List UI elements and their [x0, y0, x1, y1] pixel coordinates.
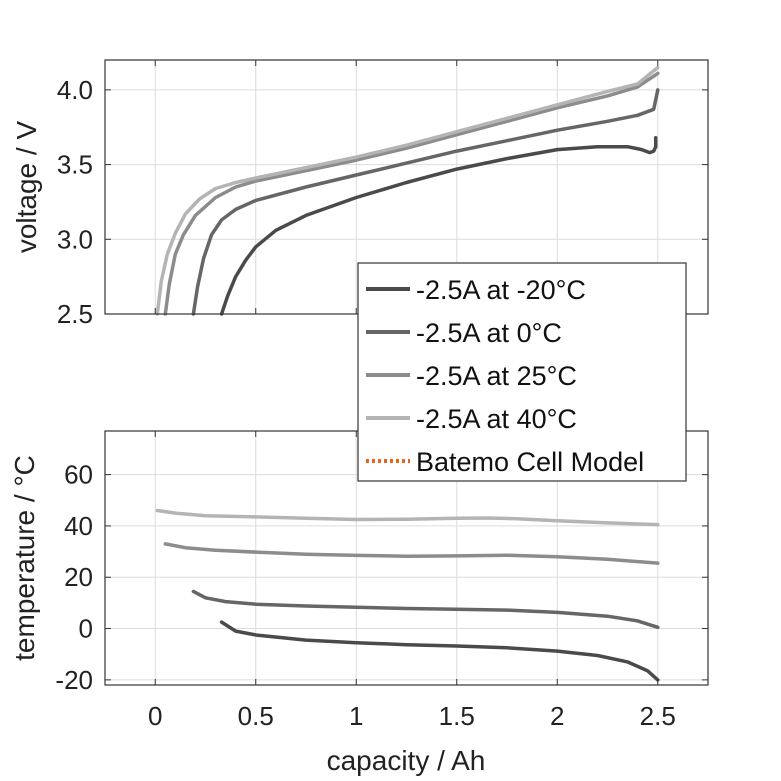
x-axis-label: capacity / Ah — [327, 745, 486, 776]
y-tick-label: 0 — [79, 614, 93, 644]
series-line — [219, 620, 660, 682]
legend-label: -2.5A at 25°C — [416, 361, 577, 391]
series-line — [163, 71, 660, 316]
y-tick-label: 3.5 — [57, 150, 93, 180]
series-line — [155, 65, 660, 316]
series-line — [191, 589, 660, 630]
voltage-lines — [155, 65, 660, 316]
y-tick-label: -20 — [55, 665, 93, 695]
temperature-y-ticks: -20 0 20 40 60 — [55, 460, 708, 695]
y-tick-label: 3.0 — [57, 224, 93, 254]
x-tick-label: 1 — [349, 701, 363, 731]
y-tick-label: 2.5 — [57, 299, 93, 329]
temperature-panel: -20 0 20 40 60 0 0.5 1 1.5 2 2.5 temperature / °C… — [9, 430, 709, 776]
x-tick-label: 0 — [148, 701, 162, 731]
series-line — [191, 88, 660, 316]
x-tick-label: 1.5 — [439, 701, 475, 731]
temperature-y-axis-label: temperature / °C — [9, 455, 40, 661]
legend-label: -2.5A at 0°C — [416, 318, 562, 348]
y-tick-label: 20 — [64, 562, 93, 592]
x-tick-label: 2 — [550, 701, 564, 731]
legend-label: Batemo Cell Model — [416, 447, 644, 477]
x-tick-label: 0.5 — [238, 701, 274, 731]
y-tick-label: 40 — [64, 511, 93, 541]
legend-label: -2.5A at 40°C — [416, 404, 577, 434]
legend: -2.5A at -20°C -2.5A at 0°C -2.5A at 25°C -… — [357, 262, 687, 482]
legend-label: -2.5A at -20°C — [416, 275, 586, 305]
legend-entries: -2.5A at -20°C -2.5A at 0°C -2.5A at 25°C -… — [366, 275, 644, 477]
y-tick-label: 60 — [64, 460, 93, 490]
voltage-y-ticks: 2.5 3.0 3.5 4.0 — [57, 75, 708, 329]
series-line — [163, 542, 660, 565]
y-tick-label: 4.0 — [57, 75, 93, 105]
temperature-x-ticks: 0 0.5 1 1.5 2 2.5 — [148, 701, 676, 731]
series-line — [155, 508, 660, 527]
x-tick-label: 2.5 — [640, 701, 676, 731]
series-line — [219, 135, 658, 316]
temperature-lines — [155, 508, 660, 682]
legend-box — [357, 262, 687, 482]
voltage-y-axis-label: voltage / V — [11, 121, 42, 254]
